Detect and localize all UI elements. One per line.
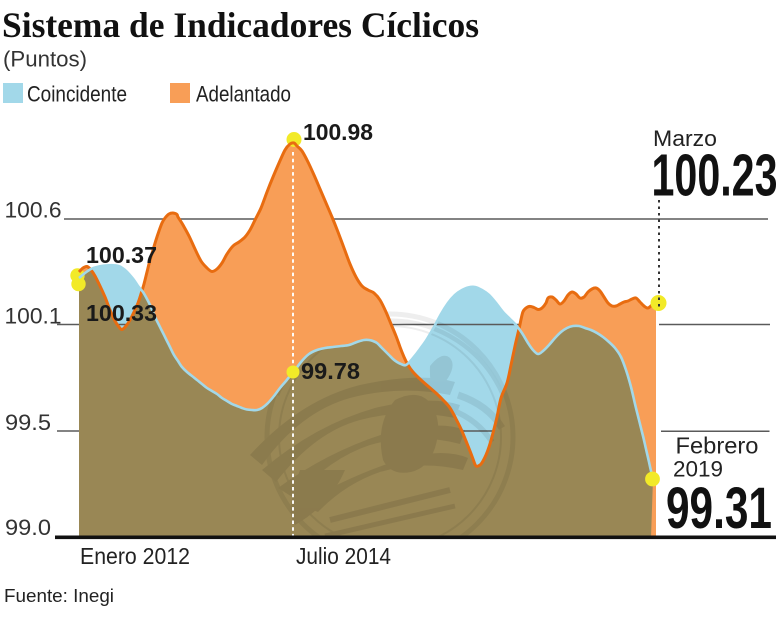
svg-text:Marzo: Marzo	[653, 126, 717, 151]
svg-text:100.37: 100.37	[86, 242, 157, 268]
svg-text:Coincidente: Coincidente	[27, 82, 127, 107]
svg-text:2019: 2019	[673, 457, 723, 482]
svg-text:100.33: 100.33	[86, 300, 157, 326]
svg-text:100.23: 100.23	[652, 143, 776, 209]
svg-text:99.0: 99.0	[5, 515, 51, 540]
svg-text:99.78: 99.78	[301, 358, 360, 384]
svg-text:Sistema de Indicadores Cíclico: Sistema de Indicadores Cíclicos	[2, 5, 479, 45]
svg-text:100.98: 100.98	[303, 119, 373, 145]
svg-text:Febrero: Febrero	[676, 433, 759, 459]
svg-text:Fuente: Inegi: Fuente: Inegi	[4, 586, 114, 606]
svg-text:100.6: 100.6	[5, 198, 62, 223]
svg-text:99.31: 99.31	[666, 476, 772, 541]
svg-text:Julio 2014: Julio 2014	[296, 543, 391, 569]
svg-text:99.5: 99.5	[5, 410, 51, 435]
svg-text:(Puntos): (Puntos)	[3, 47, 87, 72]
svg-text:100.1: 100.1	[5, 304, 62, 329]
svg-text:Adelantado: Adelantado	[196, 82, 291, 107]
svg-text:Enero 2012: Enero 2012	[80, 543, 190, 569]
